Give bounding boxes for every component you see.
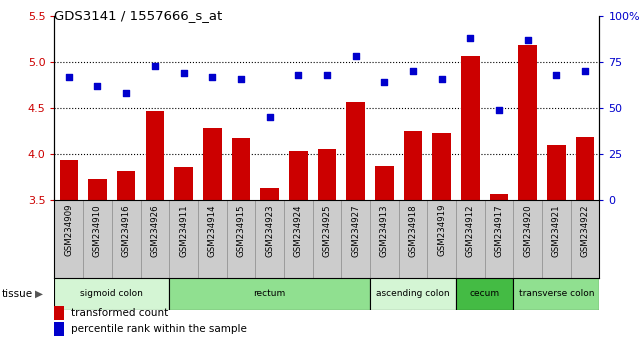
Text: GSM234925: GSM234925 [322,204,331,257]
Bar [404,131,422,200]
Point [236,76,246,81]
Point [322,72,332,78]
Text: GSM234912: GSM234912 [466,204,475,257]
Point [351,53,361,59]
Text: ▶: ▶ [35,289,42,299]
Bar [317,149,337,200]
Text: GSM234918: GSM234918 [408,204,417,257]
Text: GSM234910: GSM234910 [93,204,102,257]
Text: tissue: tissue [1,289,33,299]
Point [121,90,131,96]
Bar [432,133,451,200]
Point [494,107,504,113]
Text: GSM234920: GSM234920 [523,204,532,257]
Text: transverse colon: transverse colon [519,289,594,298]
Text: GSM234922: GSM234922 [581,204,590,257]
Bar [174,167,193,200]
Text: rectum: rectum [253,289,286,298]
Bar [490,194,508,200]
Text: GSM234909: GSM234909 [64,204,73,256]
Text: GSM234919: GSM234919 [437,204,446,256]
Text: percentile rank within the sample: percentile rank within the sample [71,324,246,334]
Point [92,83,103,89]
Text: GSM234923: GSM234923 [265,204,274,257]
Point [580,68,590,74]
Text: GDS3141 / 1557666_s_at: GDS3141 / 1557666_s_at [54,9,222,22]
Bar [461,56,479,200]
Bar [60,160,78,200]
Bar [456,278,513,310]
Point [551,72,562,78]
Point [265,114,275,120]
Point [293,72,303,78]
Bar [576,137,594,200]
Text: transformed count: transformed count [71,308,168,318]
Bar [231,138,250,200]
Text: GSM234916: GSM234916 [122,204,131,257]
Bar [513,278,599,310]
Bar [289,151,308,200]
Text: GSM234914: GSM234914 [208,204,217,257]
Text: ascending colon: ascending colon [376,289,450,298]
Text: GSM234913: GSM234913 [379,204,388,257]
Point [465,35,476,41]
Text: cecum: cecum [470,289,500,298]
Point [150,63,160,68]
Point [207,74,217,80]
Text: sigmoid colon: sigmoid colon [80,289,144,298]
Text: GSM234927: GSM234927 [351,204,360,257]
Point [379,79,389,85]
Bar [375,166,394,200]
Text: GSM234915: GSM234915 [237,204,246,257]
Bar [54,278,169,310]
Point [522,37,533,43]
Bar [547,145,565,200]
Bar [519,45,537,200]
Point [408,68,418,74]
Bar [169,278,370,310]
Point [178,70,188,76]
Text: GSM234924: GSM234924 [294,204,303,257]
Bar [88,179,107,200]
Text: GSM234911: GSM234911 [179,204,188,257]
Bar [203,128,222,200]
Text: GSM234917: GSM234917 [494,204,503,257]
Text: GSM234921: GSM234921 [552,204,561,257]
Text: GSM234926: GSM234926 [151,204,160,257]
Bar [260,188,279,200]
Bar [117,171,135,200]
Bar [346,102,365,200]
Bar [370,278,456,310]
Point [63,74,74,80]
Bar [146,111,164,200]
Point [437,76,447,81]
